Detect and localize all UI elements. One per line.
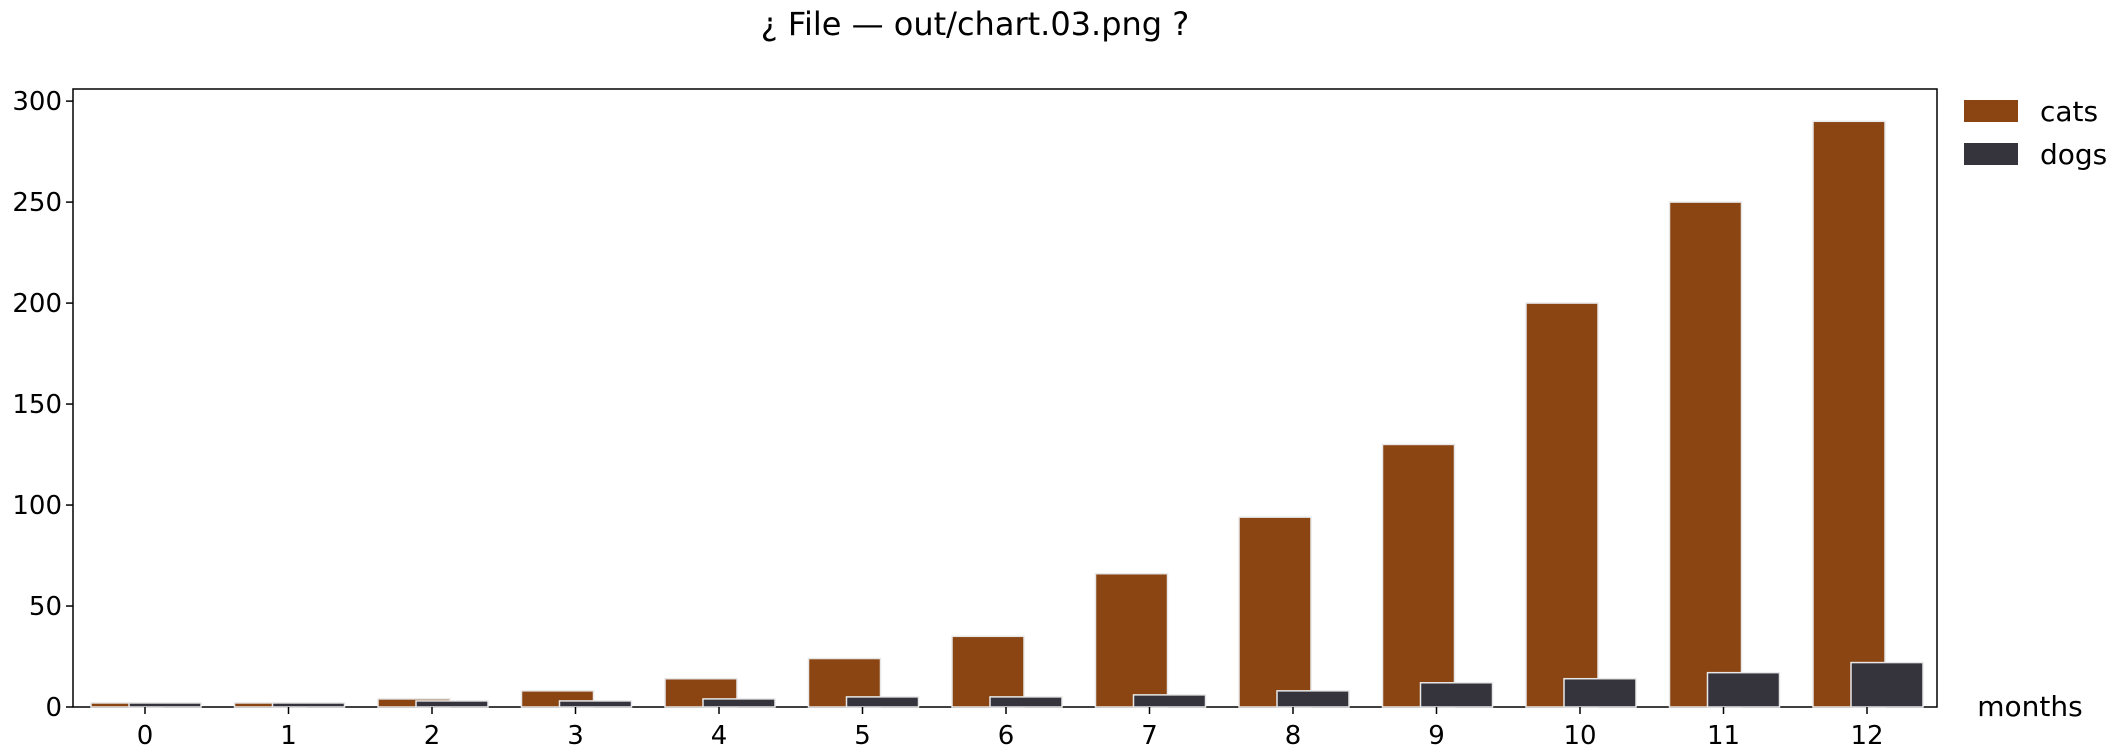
legend: cats dogs (1964, 95, 2107, 171)
x-tick-label-4: 4 (711, 721, 728, 751)
x-tick-label-11: 11 (1707, 721, 1740, 751)
x-tick-label-10: 10 (1563, 721, 1596, 751)
bar-dogs-10 (1563, 677, 1637, 708)
bar-dogs-8 (1276, 690, 1350, 708)
bar-cats-10 (1525, 302, 1599, 708)
chart-title: ¿ File — out/chart.03.png ? (761, 5, 1190, 43)
y-tick-label-200: 200 (12, 289, 62, 319)
bar-cats-12 (1812, 120, 1886, 708)
bar-dogs-1 (271, 702, 346, 708)
bar-dogs-0 (128, 702, 202, 708)
y-tick-label-50: 50 (29, 592, 62, 622)
x-tick-label-1: 1 (280, 721, 297, 751)
x-tick-label-12: 12 (1850, 721, 1883, 751)
x-tick-label-9: 9 (1428, 721, 1445, 751)
series-cats (90, 120, 1886, 708)
x-tick-label-6: 6 (998, 721, 1015, 751)
bar-dogs-3 (558, 700, 633, 708)
bars-layer (90, 120, 1924, 708)
legend-swatch-dogs (1964, 143, 2018, 165)
bar-cats-8 (1238, 516, 1312, 708)
x-tick-label-0: 0 (137, 721, 154, 751)
x-tick-label-7: 7 (1141, 721, 1158, 751)
plot-area-frame (72, 88, 1938, 708)
bar-dogs-2 (415, 700, 489, 708)
bar-cats-6 (951, 635, 1025, 708)
bar-dogs-7 (1132, 694, 1207, 708)
bar-dogs-5 (845, 696, 920, 708)
x-axis-label: months (1977, 690, 2082, 723)
legend-label-dogs: dogs (2040, 138, 2107, 171)
legend-swatch-cats (1964, 100, 2018, 122)
x-tick-label-5: 5 (854, 721, 871, 751)
x-tick-label-2: 2 (424, 721, 441, 751)
y-tick-label-150: 150 (12, 390, 62, 420)
x-tick-label-3: 3 (567, 721, 584, 751)
bar-dogs-4 (702, 698, 776, 708)
series-dogs (128, 661, 1924, 708)
x-axis: 0 1 2 3 4 5 6 7 8 9 10 11 12 (137, 707, 1884, 751)
y-tick-label-0: 0 (45, 693, 62, 723)
x-tick-label-8: 8 (1285, 721, 1302, 751)
y-tick-label-100: 100 (12, 491, 62, 521)
bar-dogs-11 (1706, 671, 1781, 708)
bar-dogs-12 (1850, 661, 1924, 708)
bar-dogs-6 (989, 696, 1063, 708)
y-tick-label-300: 300 (12, 87, 62, 117)
y-tick-label-250: 250 (12, 188, 62, 218)
bar-dogs-9 (1419, 682, 1494, 708)
bar-cats-9 (1381, 443, 1456, 708)
legend-label-cats: cats (2040, 95, 2098, 128)
bar-cats-11 (1668, 201, 1743, 708)
bar-cats-7 (1094, 572, 1169, 708)
y-axis: 0 50 100 150 200 250 300 (12, 87, 73, 723)
